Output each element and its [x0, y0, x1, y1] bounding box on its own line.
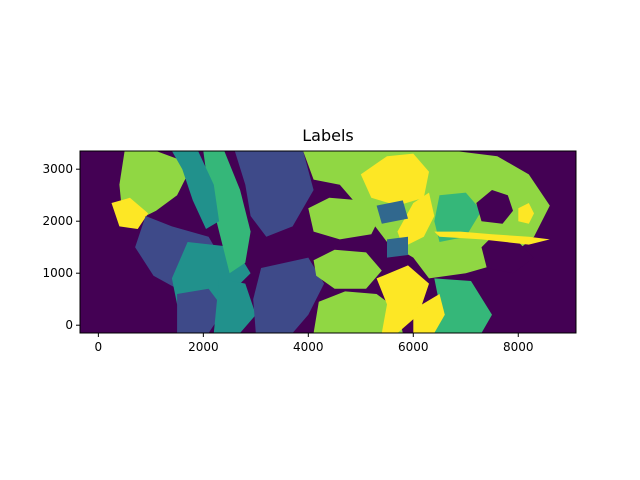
- heatmap-region-small-blue-2: [387, 236, 408, 258]
- y-tick-label: 0: [65, 318, 73, 332]
- heatmap-region-ellipse-lower: [313, 249, 382, 289]
- x-tick-label: 6000: [398, 340, 429, 354]
- heatmap-region-center-indigo: [234, 151, 314, 237]
- x-tick-label: 0: [95, 340, 103, 354]
- chart-axes: [79, 150, 577, 334]
- heatmap-region-small-blue: [376, 200, 408, 224]
- heatmap-region-bottom-right-green: [429, 278, 492, 333]
- heatmap-region-hole-lower: [481, 236, 534, 274]
- heatmap-region-right-stripe-yellow: [434, 231, 550, 245]
- heatmap-region-bottom-yellow-2: [413, 294, 445, 333]
- heatmap-region-lower-indigo: [177, 288, 225, 333]
- heatmap-region-center-indigo-lower: [253, 257, 325, 333]
- x-tick-label: 8000: [503, 340, 534, 354]
- x-tick-label: 2000: [188, 340, 219, 354]
- x-axis: 0 2000 4000 6000 8000: [95, 333, 534, 354]
- x-tick-label: 4000: [293, 340, 324, 354]
- heatmap-region-center-green-band: [203, 151, 251, 274]
- heatmap-region-upper-teal-band: [171, 151, 220, 229]
- axes-frame: [79, 150, 577, 334]
- heatmap-region-right-hole-yellow: [518, 203, 534, 224]
- heatmap-region-mid-yellow: [397, 192, 435, 248]
- heatmap-region-ellipse-upper: [308, 197, 382, 240]
- heatmap-regions: [111, 151, 550, 333]
- y-tick-label: 3000: [42, 162, 73, 176]
- heatmap-region-right-green: [434, 192, 482, 242]
- y-tick-label: 1000: [42, 266, 73, 280]
- y-axis: 0 1000 2000 3000: [42, 162, 80, 332]
- heatmap-region-bottom-lime: [313, 291, 403, 333]
- heatmap-region-left-yellow: [111, 197, 149, 229]
- heatmap-region-top-yellow: [360, 153, 429, 206]
- heatmap-region-hole-upper: [476, 190, 513, 224]
- heatmap-region-center-teal-bottom: [213, 278, 256, 333]
- chart-title: Labels: [302, 126, 354, 145]
- y-tick-label: 2000: [42, 214, 73, 228]
